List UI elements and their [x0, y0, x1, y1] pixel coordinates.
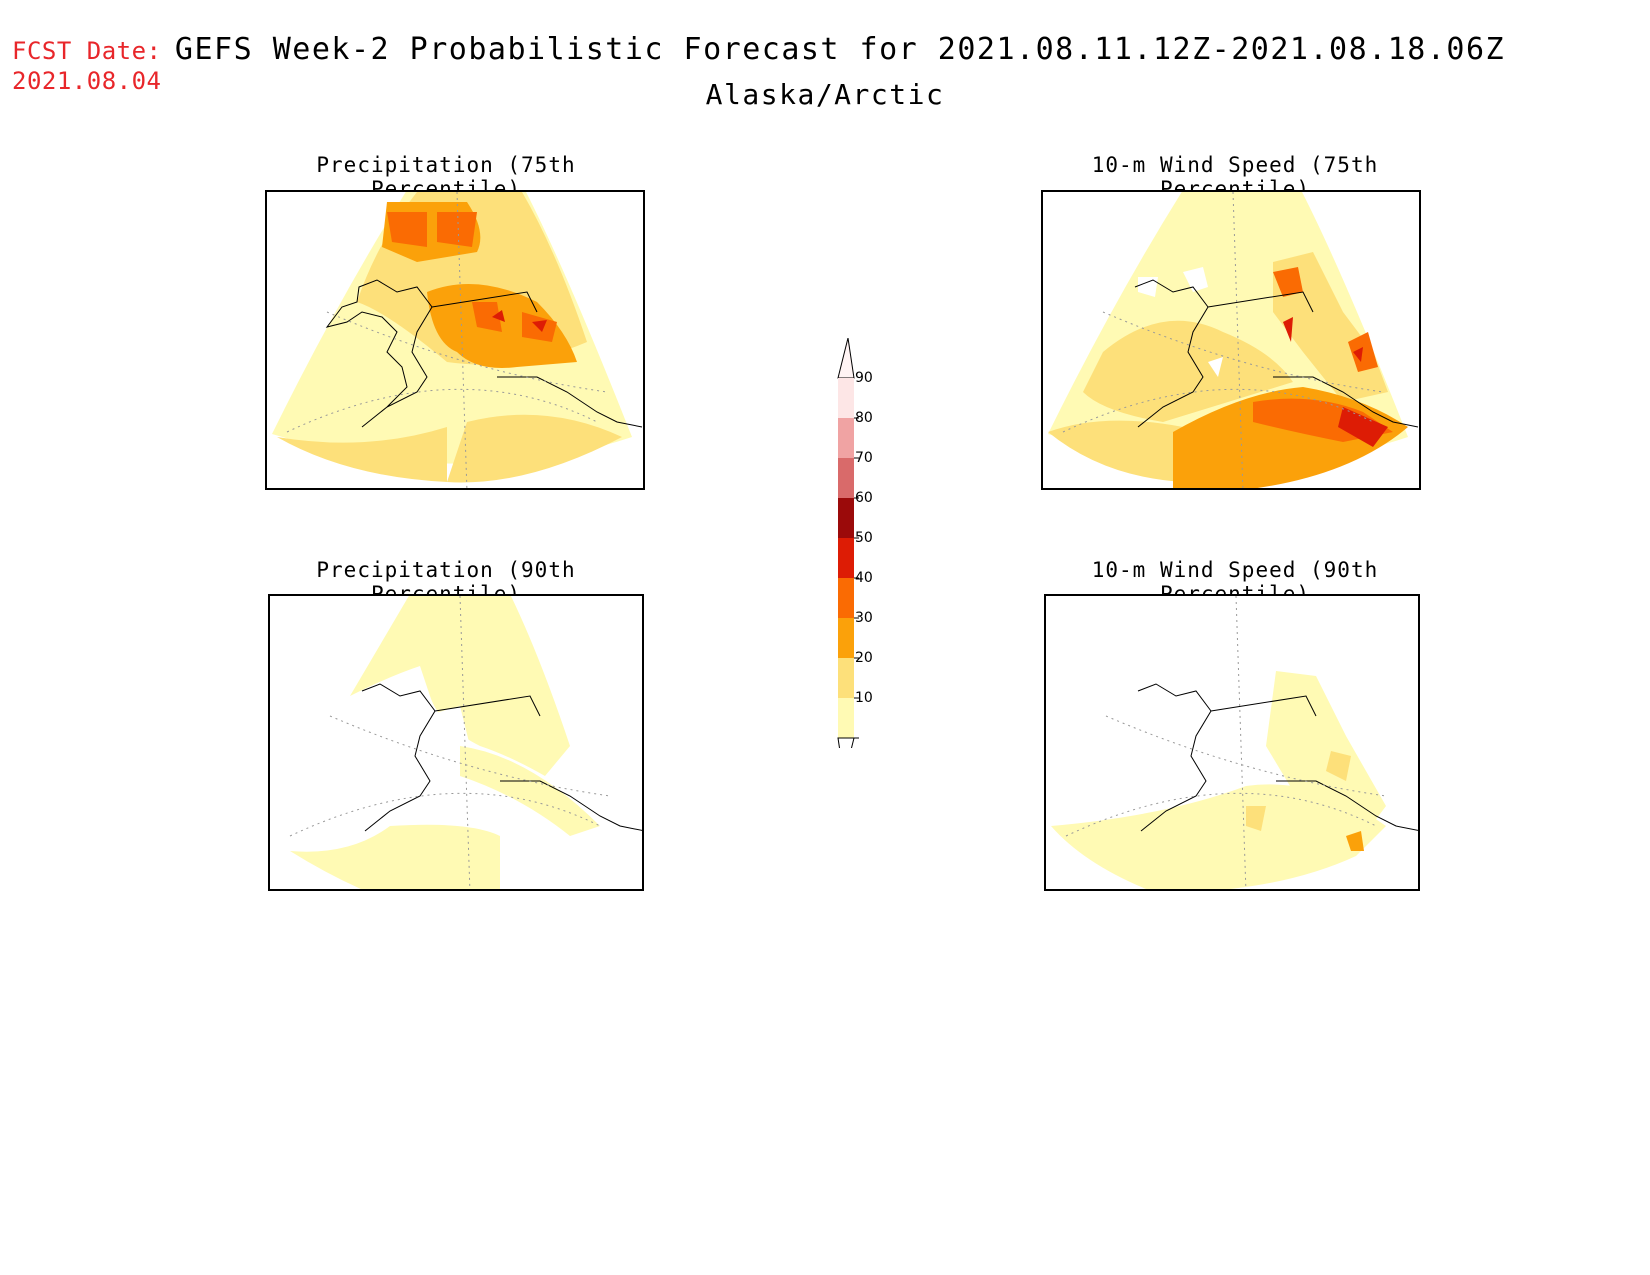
- colorbar-label-40: 40: [855, 570, 873, 586]
- colorbar-label-50: 50: [855, 530, 873, 546]
- forecast-date-label: FCST Date:: [12, 37, 162, 65]
- colorbar-swatch-10: [838, 698, 854, 738]
- colorbar-swatch-70: [838, 458, 854, 498]
- map-precip-90: [289, 596, 642, 889]
- colorbar-swatch-80: [838, 418, 854, 458]
- colorbar-swatch-30: [838, 618, 854, 658]
- map-panel-precip-90: [268, 594, 644, 891]
- map-panel-wind-90: [1044, 594, 1420, 891]
- colorbar-label-90: 90: [855, 370, 873, 386]
- colorbar-swatch-90: [838, 378, 854, 418]
- region-title: Alaska/Arctic: [705, 78, 945, 111]
- panel-title-wind-75: 10-m Wind Speed (75th Percentile): [1091, 153, 1379, 201]
- map-wind-75: [1048, 192, 1419, 488]
- page-title: GEFS Week-2 Probabilistic Forecast for 2…: [174, 32, 1506, 67]
- colorbar-swatches: [837, 337, 859, 779]
- colorbar-label-70: 70: [855, 450, 873, 466]
- colorbar-label-30: 30: [855, 610, 873, 626]
- colorbar-label-80: 80: [855, 410, 873, 426]
- colorbar-label-60: 60: [855, 490, 873, 506]
- colorbar-label-10: 10: [855, 690, 873, 706]
- forecast-date-block: FCST Date: 2021.08.04: [12, 36, 162, 96]
- forecast-date-value: 2021.08.04: [12, 67, 162, 95]
- colorbar-label-20: 20: [855, 650, 873, 666]
- colorbar-bottom-cap: [837, 737, 855, 779]
- colorbar-swatch-50: [838, 538, 854, 578]
- map-wind-90: [1051, 596, 1418, 889]
- colorbar: [828, 337, 908, 779]
- map-panel-wind-75: [1041, 190, 1421, 490]
- colorbar-swatch-60: [838, 498, 854, 538]
- colorbar-swatch-20: [838, 658, 854, 698]
- colorbar-top-cap: [837, 337, 855, 379]
- colorbar-swatch-40: [838, 578, 854, 618]
- map-precip-75: [272, 192, 643, 488]
- map-panel-precip-75: [265, 190, 645, 490]
